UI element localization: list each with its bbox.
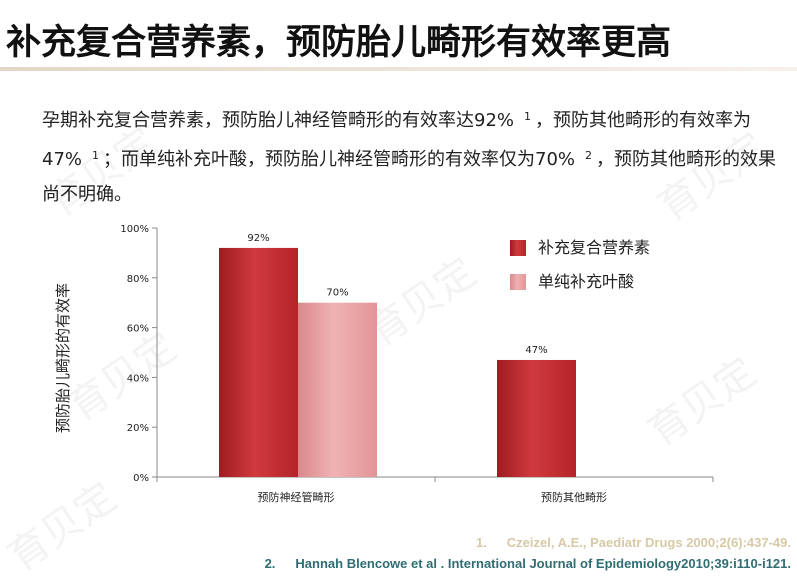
reference-number: 1.: [475, 535, 487, 550]
summary-paragraph: 孕期补充复合营养素，预防胎儿神经管畸形的有效率达92% 1 ，预防其他畸形的有效率为…: [42, 99, 782, 212]
title-divider: [0, 67, 797, 71]
citation-marker: 1: [524, 110, 532, 123]
bar: [219, 247, 298, 477]
bar-chart: 预防胎儿畸形的有效率 0% 20% 40% 60% 80% 100% 预防神经管畸形 预防其…: [54, 224, 714, 504]
bar: [497, 359, 576, 477]
paragraph-part: ，预防其他畸形的效果尚不明确。: [42, 149, 777, 205]
legend-swatch: [510, 274, 526, 290]
data-label: 92%: [247, 233, 269, 244]
paragraph-part: ；而单纯补充叶酸，预防胎儿神经管畸形的有效率仅为70%: [103, 149, 576, 170]
x-tick-label: 预防神经管畸形: [258, 490, 335, 504]
reference-text: Czeizel, A.E., Paediatr Drugs 2000;2(6):…: [506, 535, 791, 550]
x-tick-label: 预防其他畸形: [541, 490, 607, 504]
y-tick-label: 40%: [127, 373, 149, 384]
reference-item: 1. Czeizel, A.E., Paediatr Drugs 2000;2(6…: [476, 535, 791, 550]
data-label: 70%: [326, 288, 348, 299]
paragraph-part: 孕期补充复合营养素，预防胎儿神经管畸形的有效率达92%: [42, 110, 515, 131]
bars: 92% 70% 47%: [219, 233, 576, 477]
reference-text: Hannah Blencowe et al . International Jo…: [295, 556, 791, 571]
x-axis: 预防神经管畸形 预防其他畸形: [156, 476, 714, 504]
y-tick-label: 100%: [120, 224, 149, 235]
citation-marker: 2: [585, 149, 593, 162]
y-tick-label: 60%: [127, 324, 149, 335]
data-label: 47%: [525, 345, 547, 356]
legend-swatch: [510, 240, 526, 256]
citation-marker: 1: [92, 149, 100, 162]
legend-label: 补充复合营养素: [538, 238, 650, 257]
legend-label: 单纯补充叶酸: [538, 272, 634, 291]
paragraph-part: ，预防其他畸形的有效率为47%: [42, 110, 752, 170]
y-tick-label: 80%: [127, 274, 149, 285]
y-tick-label: 20%: [127, 423, 149, 434]
reference-number: 2.: [264, 556, 276, 571]
y-tick-label: 0%: [133, 473, 149, 484]
slide-title: 补充复合营养素，预防胎儿畸形有效率更高: [6, 23, 672, 63]
y-axis-label: 预防胎儿畸形的有效率: [54, 283, 72, 433]
bar: [298, 302, 377, 477]
y-axis: 0% 20% 40% 60% 80% 100%: [120, 224, 158, 484]
reference-item: 2. Hannah Blencowe et al . International …: [265, 556, 791, 571]
